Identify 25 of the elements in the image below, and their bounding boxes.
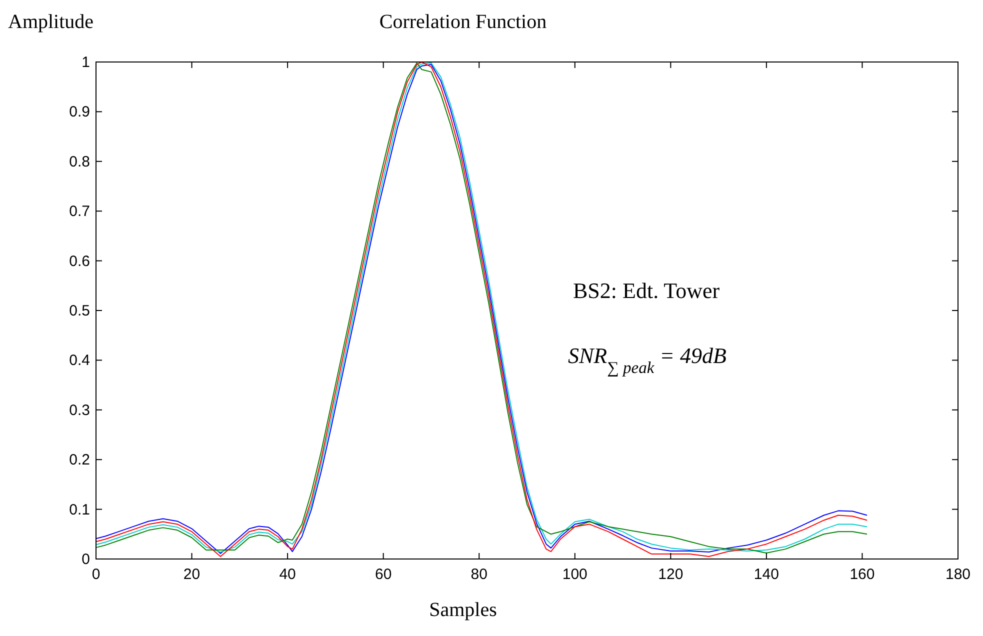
y-tick-label: 0.3: [69, 402, 90, 419]
y-axis-title: Amplitude: [8, 11, 94, 33]
x-tick-label: 40: [279, 566, 296, 583]
y-tick-label: 1: [82, 54, 90, 71]
y-tick-label: 0.8: [69, 153, 90, 170]
x-tick-label: 60: [374, 566, 392, 583]
x-tick-label: 100: [562, 566, 588, 583]
x-tick-label: 160: [850, 566, 875, 583]
x-axis-title: Samples: [429, 599, 498, 621]
x-tick-label: 120: [658, 566, 684, 583]
x-tick-label: 20: [183, 566, 200, 583]
chart-title: Correlation Function: [379, 11, 547, 33]
y-tick-label: 0: [82, 551, 90, 568]
y-tick-label: 0.2: [69, 452, 90, 469]
annotation: BS2: Edt. Tower: [573, 278, 720, 303]
y-tick-label: 0.6: [69, 252, 90, 270]
y-tick-label: 0.7: [69, 203, 90, 220]
y-tick-label: 0.9: [69, 104, 90, 121]
annotation: SNR$_{∑ peak}$ = 49dB: [568, 343, 726, 376]
x-tick-label: 180: [945, 566, 971, 583]
y-tick-label: 0.1: [69, 501, 90, 518]
y-tick-label: 0.4: [69, 352, 90, 370]
x-tick-label: 140: [754, 566, 779, 583]
y-tick-label: 0.5: [69, 302, 90, 320]
x-tick-label: 80: [470, 566, 488, 583]
